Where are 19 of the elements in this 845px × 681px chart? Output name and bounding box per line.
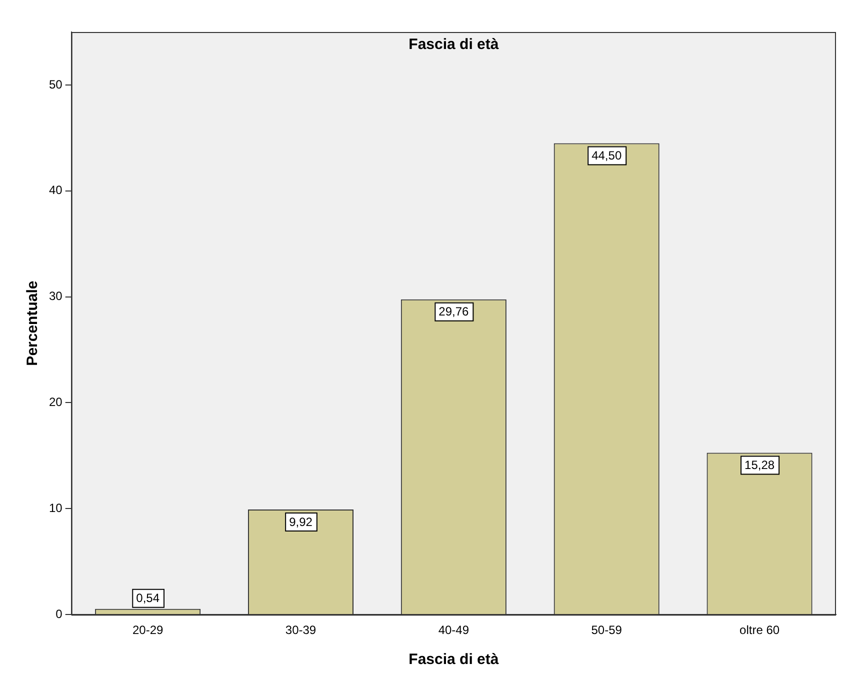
data-label: 29,76 (438, 304, 470, 319)
data-label: 15,28 (744, 458, 775, 472)
x-tick-label: 30-39 (285, 623, 316, 638)
x-tick-label: oltre 60 (740, 623, 780, 638)
x-tick-label: 20-29 (132, 623, 164, 638)
y-tick-label: 30 (48, 289, 63, 304)
x-axis-title: Fascia di età (408, 651, 500, 668)
y-tick-label: 20 (48, 395, 63, 410)
y-tick-label: 10 (48, 500, 63, 515)
data-label: 9,92 (289, 514, 313, 529)
x-tick-label: 50-59 (591, 623, 622, 638)
x-tick-label: 40-49 (438, 623, 470, 638)
chart-title: Fascia di età (408, 36, 500, 54)
y-tick-label: 50 (48, 77, 63, 92)
y-tick-label: 0 (56, 606, 63, 621)
y-tick-label: 40 (48, 183, 63, 198)
data-label: 0,54 (136, 591, 160, 606)
data-label: 44,50 (592, 148, 622, 163)
y-axis-title: Percentuale (24, 280, 42, 366)
